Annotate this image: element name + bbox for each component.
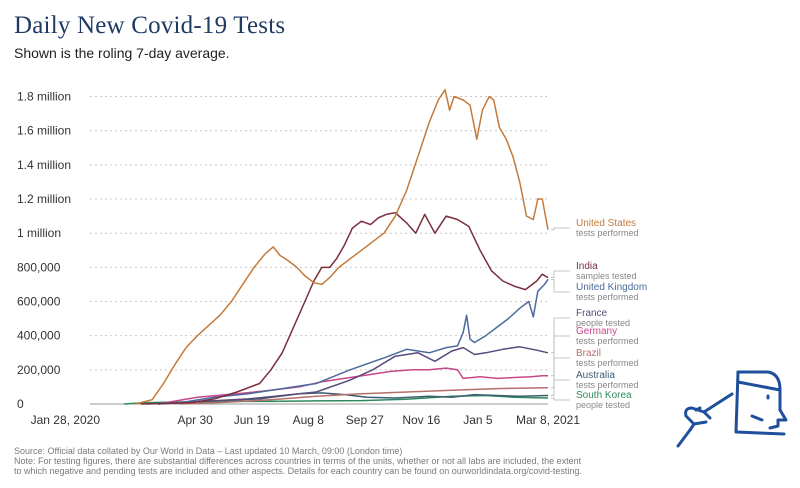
legend-connector [551, 270, 570, 278]
legend-name: South Korea [576, 390, 632, 401]
note-line-2: to which negative and pending tests are … [14, 466, 582, 476]
chart-title: Daily New Covid-19 Tests [14, 12, 286, 39]
y-tick-label: 1.8 million [17, 90, 71, 104]
series-line [135, 88, 549, 405]
x-tick-label: Jun 19 [234, 413, 270, 427]
legend-connector [551, 317, 570, 354]
series-line [157, 392, 549, 405]
y-tick-label: 0 [17, 397, 24, 411]
legend-name: United States [576, 218, 636, 229]
legend-unit: tests performed [576, 380, 639, 390]
legend-unit: samples tested [576, 271, 637, 281]
legend-connector [551, 278, 570, 293]
note-line-1: Note: For testing figures, there are sub… [14, 456, 582, 466]
x-tick-label: Jan 5 [463, 413, 493, 427]
legend-name: India [576, 261, 598, 272]
legend-connector [551, 227, 570, 231]
x-tick-label: Sep 27 [346, 413, 384, 427]
series-line [157, 346, 549, 405]
legend-unit: people tested [576, 318, 630, 328]
legend-unit: tests performed [576, 358, 639, 368]
x-tick-label: Jan 28, 2020 [31, 413, 101, 427]
legend-name: France [576, 308, 608, 319]
y-tick-label: 1 million [17, 226, 61, 240]
x-tick-label: Mar 8, 2021 [516, 413, 580, 427]
x-tick-label: Apr 30 [177, 413, 213, 427]
y-tick-label: 400,000 [17, 329, 61, 343]
legend-connector [551, 379, 570, 396]
legend-name: Australia [576, 370, 615, 381]
legend-connector [551, 397, 570, 401]
y-tick-label: 800,000 [17, 260, 61, 274]
legend-unit: tests performed [576, 228, 639, 238]
legend-unit: tests performed [576, 336, 639, 346]
y-tick-label: 600,000 [17, 295, 61, 309]
legend-connector [551, 335, 570, 377]
legend-connector [551, 357, 570, 389]
x-tick-label: Aug 8 [293, 413, 325, 427]
series-line [140, 211, 549, 405]
chart-subtitle: Shown is the roling 7-day average. [14, 45, 230, 61]
chart-footer: Source: Official data collated by Our Wo… [14, 446, 694, 476]
y-tick-label: 1.2 million [17, 192, 71, 206]
legend-unit: tests performed [576, 292, 639, 302]
legend-name: Germany [576, 326, 617, 337]
legend-name: Brazil [576, 348, 601, 359]
line-chart: 0 200,000 400,000 600,000 800,000 1 million 1.… [17, 88, 647, 427]
legend-name: United Kingdom [576, 282, 647, 293]
legend-unit: people tested [576, 400, 630, 410]
source-note: Source: Official data collated by Our Wo… [14, 446, 403, 456]
y-tick-label: 1.4 million [17, 158, 71, 172]
x-tick-label: Nov 16 [402, 413, 440, 427]
series-line [146, 278, 549, 405]
y-tick-label: 200,000 [17, 363, 61, 377]
y-tick-label: 1.6 million [17, 124, 71, 138]
series-line [180, 387, 549, 405]
person-taking-nasal-swab-icon [676, 370, 788, 448]
